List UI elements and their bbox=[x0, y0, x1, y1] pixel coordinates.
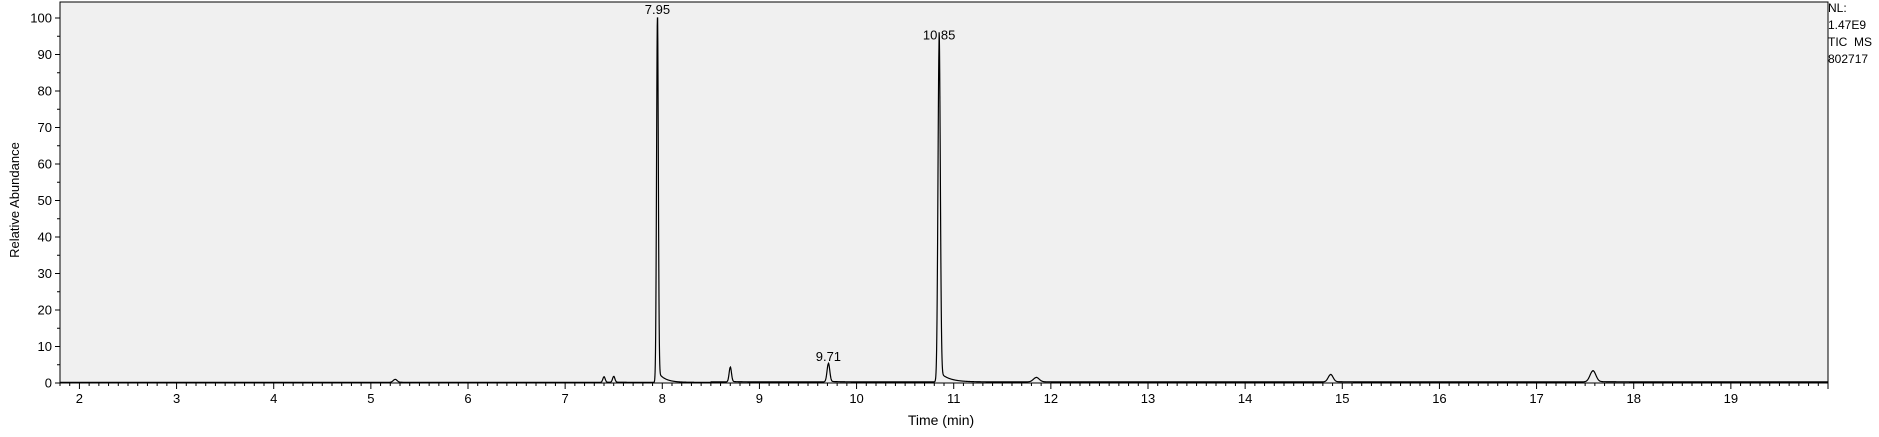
x-tick-label: 8 bbox=[659, 391, 666, 406]
x-tick-label: 4 bbox=[270, 391, 277, 406]
x-tick-label: 15 bbox=[1335, 391, 1349, 406]
x-tick-label: 9 bbox=[756, 391, 763, 406]
y-axis: 0 10 20 30 40 50 60 70 80 90 100 bbox=[30, 11, 60, 391]
y-tick-label: 70 bbox=[38, 120, 52, 135]
x-tick-label: 6 bbox=[464, 391, 471, 406]
x-tick-label: 17 bbox=[1529, 391, 1543, 406]
x-tick-label: 5 bbox=[367, 391, 374, 406]
x-tick-label: 18 bbox=[1626, 391, 1640, 406]
x-tick-label: 14 bbox=[1238, 391, 1252, 406]
x-axis-label: Time (min) bbox=[908, 412, 974, 428]
peak-label: 10.85 bbox=[923, 28, 956, 43]
x-tick-label: 19 bbox=[1724, 391, 1738, 406]
y-tick-label: 30 bbox=[38, 266, 52, 281]
x-tick-label: 12 bbox=[1044, 391, 1058, 406]
y-tick-label: 80 bbox=[38, 84, 52, 99]
x-tick-label: 2 bbox=[76, 391, 83, 406]
y-tick-label: 50 bbox=[38, 193, 52, 208]
peak-label: 7.95 bbox=[645, 2, 670, 17]
nl-label: NL: bbox=[1828, 1, 1847, 15]
y-tick-label: 0 bbox=[45, 376, 52, 391]
y-tick-label: 10 bbox=[38, 339, 52, 354]
peak-label: 9.71 bbox=[816, 349, 841, 364]
tic-trace bbox=[60, 17, 1828, 383]
x-tick-label: 11 bbox=[947, 391, 961, 406]
nl-value: 1.47E9 bbox=[1828, 18, 1867, 32]
y-tick-label: 20 bbox=[38, 303, 52, 318]
scan-filter: TIC MS bbox=[1828, 35, 1872, 49]
x-tick-label: 3 bbox=[173, 391, 180, 406]
file-id: 802717 bbox=[1828, 52, 1869, 66]
x-tick-label: 10 bbox=[849, 391, 863, 406]
plot-area bbox=[59, 1, 1829, 384]
normalization-info: NL: 1.47E9 TIC MS 802717 bbox=[1828, 0, 1872, 68]
y-axis-label: Relative Abundance bbox=[7, 142, 22, 258]
peak-annotations: 7.95 9.71 10.85 bbox=[645, 2, 956, 364]
y-tick-label: 100 bbox=[30, 11, 52, 26]
y-tick-label: 40 bbox=[38, 230, 52, 245]
x-tick-label: 7 bbox=[562, 391, 569, 406]
y-tick-label: 90 bbox=[38, 47, 52, 62]
x-axis: 2 3 4 5 6 7 8 9 10 11 12 13 14 15 16 17 18 19 bbox=[59, 383, 1829, 406]
x-tick-label: 16 bbox=[1432, 391, 1446, 406]
x-tick-label: 13 bbox=[1141, 391, 1155, 406]
y-tick-label: 60 bbox=[38, 157, 52, 172]
